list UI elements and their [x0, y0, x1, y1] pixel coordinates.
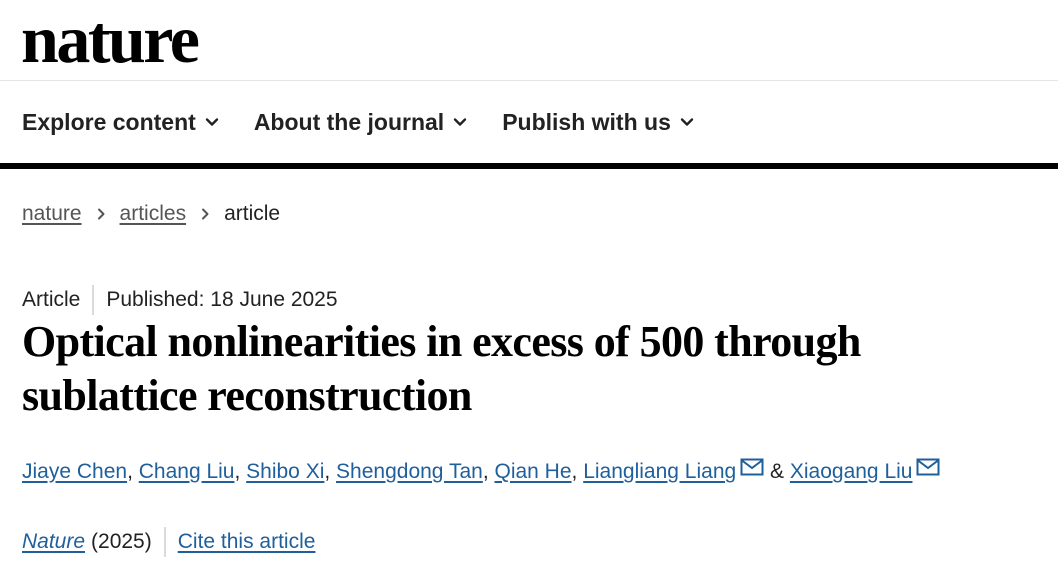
- chevron-down-icon: [453, 118, 467, 126]
- chevron-right-icon: [97, 208, 105, 220]
- author-link[interactable]: Shibo Xi: [246, 460, 325, 483]
- author-list: Jiaye Chen, Chang Liu, Shibo Xi, Shengdo…: [22, 458, 940, 484]
- article-title: Optical nonlinearities in excess of 500 …: [22, 317, 861, 420]
- nav-item-label: About the journal: [253, 108, 445, 135]
- author-link[interactable]: Jiaye Chen: [22, 460, 128, 483]
- published-date: Published: 18 June 2025: [106, 288, 338, 311]
- author-link[interactable]: Shengdong Tan: [336, 460, 483, 483]
- breadcrumb-articles[interactable]: articles: [119, 202, 187, 225]
- journal-link[interactable]: Nature: [22, 530, 86, 553]
- meta-divider: [92, 285, 95, 315]
- citation-line: Nature (2025) Cite this article: [22, 527, 315, 557]
- article-meta: Article Published: 18 June 2025: [22, 285, 338, 315]
- logo-bar: nature: [0, 0, 1058, 81]
- author-separator: ,: [571, 460, 584, 483]
- site-header: nature Explore content About the journal…: [0, 0, 1058, 169]
- author-link[interactable]: Qian He: [494, 460, 572, 483]
- author-separator: ,: [324, 460, 337, 483]
- mail-icon[interactable]: [740, 458, 764, 476]
- nav-publish-with-us[interactable]: Publish with us: [502, 109, 694, 136]
- nav-item-label: Explore content: [22, 108, 196, 135]
- nav-explore-content[interactable]: Explore content: [22, 109, 219, 136]
- main-nav: Explore content About the journal Publis…: [0, 81, 1058, 169]
- breadcrumb: nature articles article: [22, 202, 280, 226]
- publication-year: (2025): [91, 530, 152, 553]
- cite-article-link[interactable]: Cite this article: [177, 530, 316, 553]
- author-separator: ,: [127, 460, 139, 483]
- breadcrumb-current: article: [224, 202, 281, 225]
- nav-item-label: Publish with us: [502, 108, 671, 135]
- mail-icon[interactable]: [916, 458, 940, 476]
- author-separator: ,: [482, 460, 495, 483]
- chevron-right-icon: [202, 208, 209, 220]
- article-type: Article: [22, 288, 81, 311]
- author-separator: ,: [234, 460, 247, 483]
- chevron-down-icon: [680, 118, 694, 126]
- citation-divider: [163, 527, 166, 557]
- breadcrumb-nature[interactable]: nature: [22, 202, 82, 225]
- nature-logo[interactable]: nature: [21, 1, 200, 77]
- author-link[interactable]: Chang Liu: [138, 460, 235, 483]
- author-link[interactable]: Liangliang Liang: [583, 460, 737, 483]
- nav-about-journal[interactable]: About the journal: [254, 109, 467, 136]
- chevron-down-icon: [205, 118, 219, 126]
- author-link[interactable]: Xiaogang Liu: [789, 460, 913, 483]
- author-separator: &: [764, 460, 790, 483]
